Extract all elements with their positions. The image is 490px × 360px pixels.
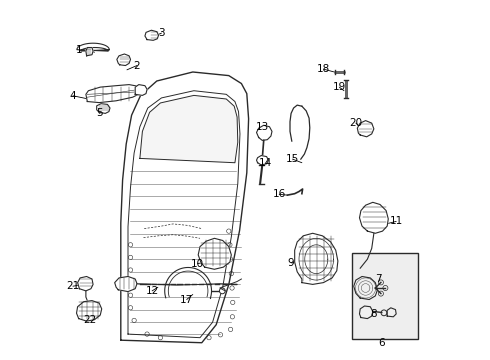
Polygon shape [198, 238, 231, 269]
Text: 6: 6 [378, 338, 385, 348]
Polygon shape [360, 306, 373, 319]
Text: 19: 19 [333, 82, 346, 92]
Polygon shape [357, 121, 374, 137]
Text: 9: 9 [288, 258, 294, 268]
Text: 12: 12 [146, 286, 159, 296]
Text: 15: 15 [286, 154, 299, 164]
Polygon shape [360, 202, 388, 233]
Text: 10: 10 [191, 258, 204, 269]
Polygon shape [121, 72, 248, 343]
Text: 4: 4 [70, 91, 76, 101]
Polygon shape [76, 301, 102, 321]
Text: 13: 13 [256, 122, 269, 132]
Text: 2: 2 [134, 60, 140, 71]
Text: 8: 8 [370, 309, 377, 319]
Text: 21: 21 [66, 281, 79, 291]
Polygon shape [294, 233, 338, 284]
Polygon shape [115, 276, 137, 292]
Polygon shape [97, 104, 110, 113]
Circle shape [220, 288, 225, 294]
Text: 14: 14 [259, 158, 272, 168]
Polygon shape [257, 156, 269, 165]
Polygon shape [86, 48, 93, 56]
Text: 16: 16 [272, 189, 286, 199]
Polygon shape [128, 91, 240, 338]
Text: 20: 20 [349, 118, 363, 128]
Text: 5: 5 [96, 108, 102, 118]
Polygon shape [117, 54, 130, 66]
Polygon shape [387, 308, 396, 317]
Polygon shape [135, 85, 147, 95]
Text: 3: 3 [158, 28, 165, 38]
Polygon shape [77, 276, 93, 291]
Text: 11: 11 [390, 216, 403, 226]
Text: 22: 22 [83, 315, 96, 325]
Text: 18: 18 [317, 64, 330, 74]
Polygon shape [77, 43, 109, 51]
Text: 7: 7 [375, 274, 382, 284]
Text: 1: 1 [75, 45, 82, 55]
Polygon shape [86, 85, 141, 103]
Polygon shape [145, 30, 159, 40]
Text: 17: 17 [180, 294, 193, 305]
Polygon shape [354, 276, 377, 300]
FancyBboxPatch shape [352, 253, 418, 339]
Polygon shape [257, 125, 272, 140]
Polygon shape [140, 95, 238, 163]
